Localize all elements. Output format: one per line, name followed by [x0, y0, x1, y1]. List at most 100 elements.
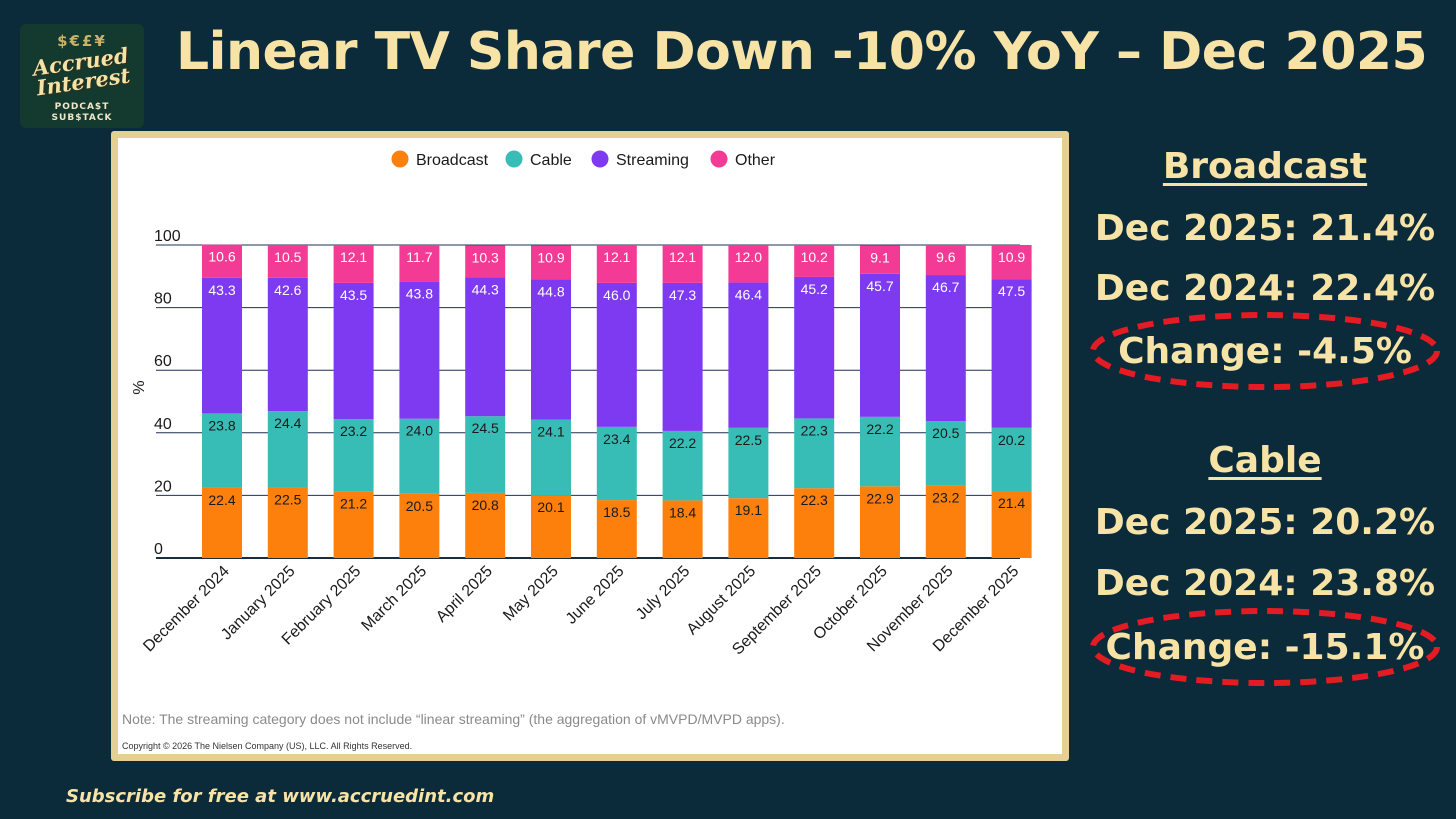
y-axis-label: %	[131, 380, 148, 394]
bar-cable-10	[794, 418, 835, 489]
legend-label-other: Other	[735, 152, 776, 169]
data-label-cable-6: 24.1	[537, 424, 564, 440]
broadcast-dec-2025: Dec 2025: 21.4%	[1094, 208, 1436, 249]
data-label-cable-5: 24.5	[472, 420, 499, 436]
logo-subtitle: PODCA$T SUB$TACK	[20, 102, 144, 124]
bar-broadcast-11	[860, 486, 900, 558]
bar-broadcast-13	[991, 491, 1032, 558]
bar-cable-6	[531, 419, 571, 496]
bar-broadcast-6	[531, 495, 571, 558]
x-tick-label-8: July 2025	[633, 563, 694, 624]
data-label-cable-7: 23.4	[603, 431, 630, 447]
chart-note: Note: The streaming category does not in…	[122, 711, 785, 727]
bar-cable-11	[860, 416, 900, 487]
data-label-broadcast-12: 23.2	[932, 489, 959, 505]
bar-cable-5	[465, 416, 506, 493]
stacked-bar-chart: 0 20 40 60 80 100% 22.4 23.8 43.3 10.6 December 20…	[131, 150, 1032, 658]
subscribe-footer: Subscribe for free at www.accruedint.com	[66, 786, 495, 807]
bar-other-7	[596, 245, 637, 283]
data-label-broadcast-7: 18.5	[603, 504, 630, 520]
data-label-other-7: 12.1	[603, 249, 630, 265]
bar-cable-1	[202, 413, 242, 488]
data-label-other-3: 12.1	[340, 249, 367, 265]
bar-cable-8	[662, 430, 703, 501]
data-label-other-4: 11.7	[406, 249, 432, 265]
data-label-cable-2: 24.4	[274, 415, 301, 431]
data-label-broadcast-11: 22.9	[866, 490, 893, 506]
data-label-other-12: 9.6	[936, 249, 956, 265]
bar-broadcast-3	[333, 491, 374, 558]
bar-cable-3	[333, 419, 374, 492]
y-tick-label-60: 60	[154, 353, 172, 370]
cable-dec-2024: Dec 2024: 23.8%	[1094, 563, 1436, 604]
legend-label-broadcast: Broadcast	[416, 152, 489, 169]
data-label-cable-13: 20.2	[998, 432, 1025, 448]
data-label-streaming-13: 47.5	[998, 283, 1025, 299]
data-label-streaming-10: 45.2	[801, 281, 828, 297]
bar-other-4	[399, 245, 440, 282]
bar-other-13	[991, 245, 1032, 280]
legend-label-streaming: Streaming	[616, 152, 689, 169]
cable-change-highlight: Change: -15.1%	[1088, 608, 1442, 686]
bar-streaming-7	[596, 282, 637, 427]
bar-broadcast-4	[399, 493, 440, 558]
data-label-streaming-9: 46.4	[735, 287, 762, 303]
x-tick-label-6: May 2025	[500, 563, 562, 625]
bar-cable-2	[267, 411, 308, 488]
bar-broadcast-12	[925, 485, 966, 558]
data-label-cable-3: 23.2	[340, 423, 367, 439]
broadcast-dec-2024: Dec 2024: 22.4%	[1094, 268, 1436, 309]
bar-cable-13	[991, 427, 1032, 492]
data-label-cable-9: 22.5	[735, 432, 762, 448]
chart-panel: 0 20 40 60 80 100% 22.4 23.8 43.3 10.6 December 20…	[118, 138, 1062, 754]
data-label-streaming-4: 43.8	[406, 286, 433, 302]
bar-streaming-6	[531, 279, 571, 420]
data-label-broadcast-8: 18.4	[669, 504, 696, 520]
bar-broadcast-8	[662, 500, 703, 558]
bar-other-11	[860, 245, 900, 274]
data-label-other-8: 12.1	[669, 249, 696, 265]
x-tick-label-1: December 2024	[140, 563, 233, 656]
data-label-streaming-1: 43.3	[208, 282, 235, 298]
bar-other-9	[728, 245, 769, 283]
data-label-streaming-6: 44.8	[537, 283, 564, 299]
bar-streaming-2	[267, 277, 308, 412]
logo-currency-symbols: $€£¥	[57, 32, 107, 50]
data-label-other-9: 12.0	[735, 249, 762, 265]
bar-cable-12	[925, 421, 966, 486]
data-label-cable-11: 22.2	[866, 421, 893, 437]
data-label-cable-1: 23.8	[208, 417, 235, 433]
legend-label-cable: Cable	[530, 152, 572, 169]
data-label-broadcast-13: 21.4	[998, 495, 1025, 511]
bar-streaming-9	[728, 282, 769, 428]
data-label-broadcast-6: 20.1	[537, 499, 564, 515]
data-label-broadcast-5: 20.8	[472, 497, 499, 513]
data-label-other-5: 10.3	[472, 249, 499, 265]
data-label-broadcast-1: 22.4	[208, 492, 235, 508]
bar-broadcast-10	[794, 488, 835, 558]
bar-broadcast-9	[728, 498, 769, 558]
bar-streaming-8	[662, 282, 703, 431]
legend-marker-streaming	[591, 150, 609, 168]
bar-streaming-5	[465, 277, 506, 417]
bar-other-3	[333, 245, 374, 283]
bar-cable-7	[596, 426, 637, 501]
accrued-interest-logo: $€£¥ Accrued Interest PODCA$T SUB$TACK	[20, 24, 144, 128]
bar-other-2	[267, 245, 308, 278]
chart-frame: 0 20 40 60 80 100% 22.4 23.8 43.3 10.6 December 20…	[111, 131, 1069, 761]
bar-streaming-1	[202, 277, 242, 414]
chart-copyright: Copyright © 2026 The Nielsen Company (US…	[122, 741, 413, 751]
legend-marker-cable	[505, 150, 523, 168]
data-label-streaming-3: 43.5	[340, 287, 367, 303]
data-label-other-2: 10.5	[274, 249, 301, 265]
cable-heading: Cable	[1208, 440, 1322, 481]
data-label-broadcast-3: 21.2	[340, 496, 367, 512]
data-label-broadcast-10: 22.3	[801, 492, 828, 508]
data-label-broadcast-9: 19.1	[735, 502, 762, 518]
y-tick-label-40: 40	[154, 416, 172, 433]
bar-other-12	[925, 245, 966, 276]
y-tick-label-20: 20	[154, 478, 172, 495]
broadcast-change-highlight: Change: -4.5%	[1088, 312, 1442, 390]
red-dashed-ellipse	[1090, 312, 1440, 390]
bar-streaming-10	[794, 276, 835, 419]
